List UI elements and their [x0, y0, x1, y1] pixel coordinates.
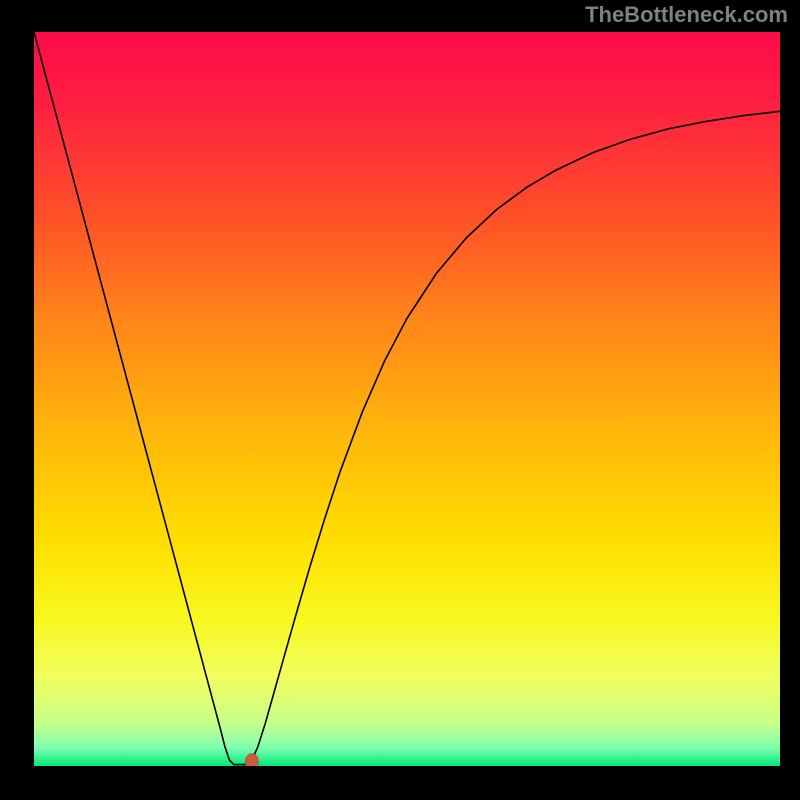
bottleneck-chart	[34, 32, 780, 766]
chart-frame: TheBottleneck.com	[0, 0, 800, 800]
attribution-text: TheBottleneck.com	[585, 2, 788, 28]
chart-background	[34, 32, 780, 766]
